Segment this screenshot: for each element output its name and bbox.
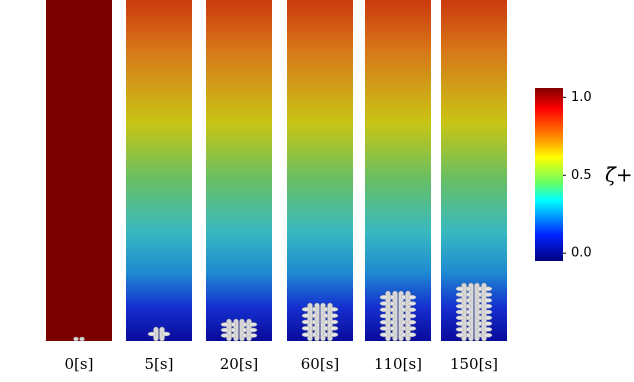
dendrite-arm [483, 333, 493, 338]
dendrite-arm [379, 301, 389, 306]
panel-label: 5[s] [145, 355, 174, 373]
dendrite-arm [147, 331, 157, 337]
dendrite-arm [483, 304, 493, 309]
dendrite-arm [379, 332, 389, 337]
simulation-panel [365, 0, 431, 341]
dendrite-arm [455, 327, 465, 332]
dendrite [73, 336, 79, 342]
dendrite-arm [455, 304, 465, 309]
dendrite-arm [483, 292, 493, 297]
dendrite-arm [220, 333, 230, 338]
dendrite-arm [248, 322, 258, 327]
dendrite-arm [483, 298, 493, 303]
dendrite-arm [329, 319, 339, 325]
dendrite-arm [329, 313, 339, 318]
dendrite-arm [455, 315, 465, 320]
dendrite-arm [161, 331, 171, 337]
dendrite-arm [329, 332, 339, 337]
dendrite-arm [407, 332, 417, 337]
dendrite-arm [301, 332, 311, 337]
dendrite-arm [483, 327, 493, 332]
dendrite-arm [407, 326, 417, 331]
dendrite-arm [455, 333, 465, 338]
dendrite-arm [407, 320, 417, 325]
dendrite-arm [220, 322, 230, 327]
colorbar [535, 88, 563, 261]
dendrite-arm [483, 315, 493, 320]
dendrite-arm [455, 321, 465, 326]
dendrite-arm [483, 309, 493, 315]
dendrite-arm [407, 301, 417, 306]
panel-label: 60[s] [301, 355, 340, 373]
panel-label: 110[s] [374, 355, 422, 373]
dendrite-arm [248, 327, 258, 333]
panel-label: 0[s] [65, 355, 94, 373]
dendrite-arm [379, 295, 389, 300]
dendrite-arm [455, 292, 465, 297]
dendrite [79, 336, 85, 342]
colorbar-label: ζ̃+ [605, 163, 633, 187]
dendrite-arm [220, 327, 230, 333]
dendrite-arm [248, 333, 258, 338]
dendrite-arm [407, 307, 417, 312]
simulation-panel [287, 0, 353, 341]
dendrite-arm [455, 286, 465, 291]
simulation-panel [441, 0, 507, 341]
dendrite-arm [301, 313, 311, 318]
panel-label: 20[s] [220, 355, 259, 373]
simulation-panel [206, 0, 272, 341]
dendrite-arm [407, 295, 417, 300]
colorbar-tick-label: 0.5 [571, 168, 592, 183]
dendrite-arm [379, 313, 389, 319]
dendrite-arm [329, 307, 339, 312]
dendrite-arm [407, 313, 417, 319]
colorbar-tick-label: 0.0 [571, 246, 592, 261]
panel-label: 150[s] [450, 355, 498, 373]
dendrite-arm [483, 321, 493, 326]
dendrite-arm [301, 319, 311, 325]
dendrite-arm [483, 286, 493, 291]
dendrite-arm [301, 326, 311, 331]
simulation-panel [46, 0, 112, 341]
dendrite-arm [455, 298, 465, 303]
dendrite-arm [329, 326, 339, 331]
dendrite-arm [379, 307, 389, 312]
simulation-panel [126, 0, 192, 341]
dendrite-arm [455, 309, 465, 315]
dendrite-arm [379, 326, 389, 331]
dendrite-arm [301, 307, 311, 312]
colorbar-tick-label: 1.0 [571, 90, 592, 105]
dendrite-arm [379, 320, 389, 325]
